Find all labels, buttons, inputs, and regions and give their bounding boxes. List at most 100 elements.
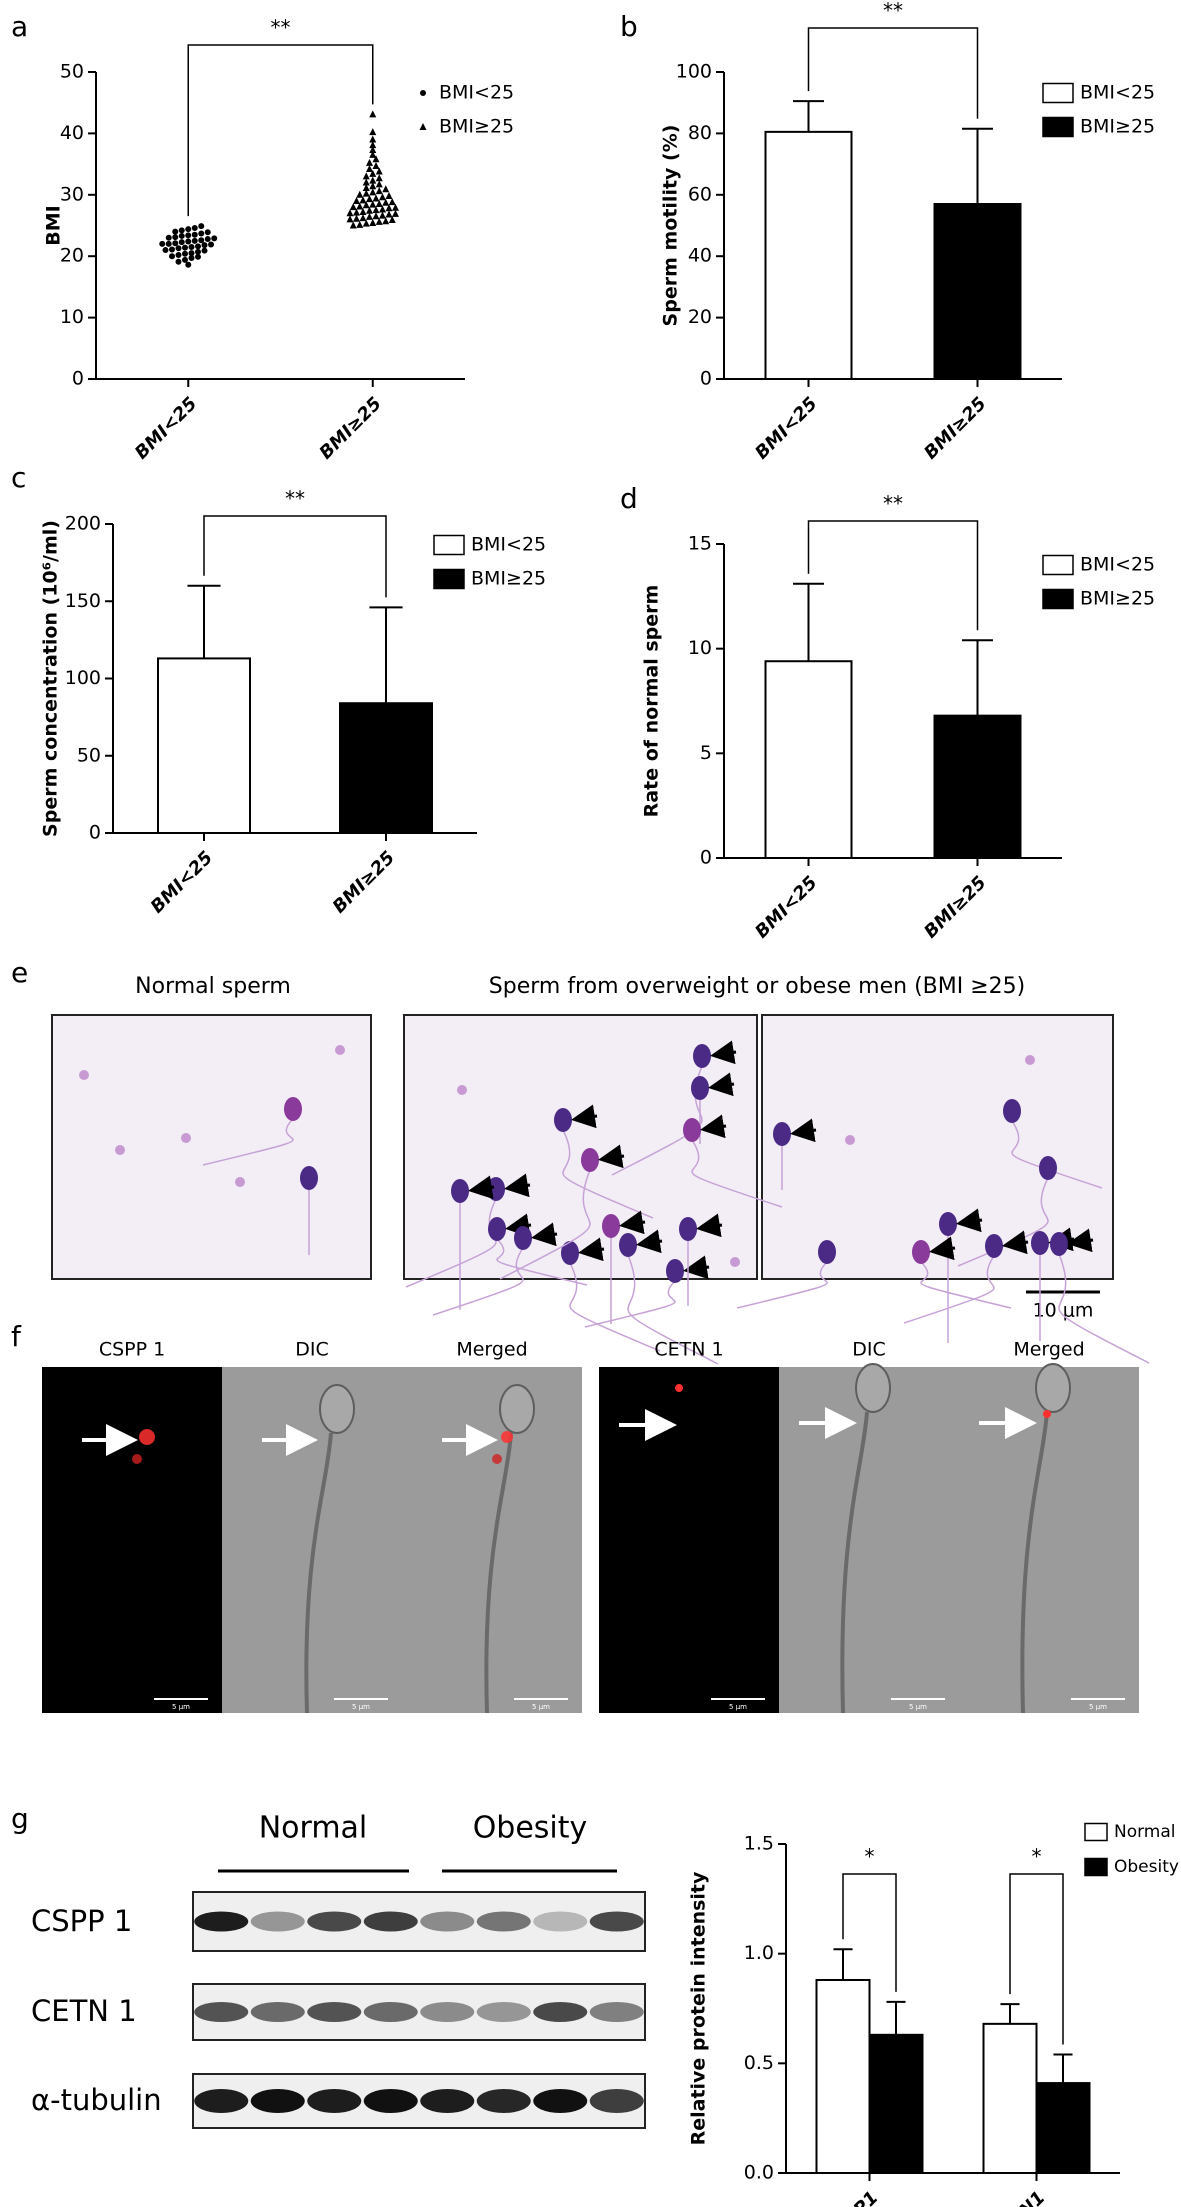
x-tick-label: BMI≥25 bbox=[315, 393, 385, 463]
data-point bbox=[175, 258, 182, 265]
data-point bbox=[369, 128, 377, 136]
data-point bbox=[172, 234, 179, 241]
x-tick-label: BMI≥25 bbox=[920, 393, 990, 463]
sperm-head bbox=[554, 1108, 572, 1132]
data-point bbox=[375, 167, 383, 175]
data-point bbox=[191, 237, 198, 244]
debris bbox=[457, 1085, 467, 1095]
data-point bbox=[388, 198, 396, 206]
sperm-head bbox=[319, 1384, 355, 1434]
column-label: Merged bbox=[456, 1339, 527, 1361]
data-point bbox=[162, 247, 169, 254]
data-point bbox=[369, 219, 377, 227]
sperm-tail bbox=[1058, 1253, 1150, 1364]
data-point bbox=[385, 192, 393, 200]
sperm-tail bbox=[405, 1198, 497, 1288]
sperm-head bbox=[1050, 1232, 1068, 1256]
data-point bbox=[204, 236, 211, 243]
data-point bbox=[346, 215, 354, 223]
data-point bbox=[165, 240, 172, 247]
data-point bbox=[353, 196, 360, 204]
arrow bbox=[468, 1175, 495, 1200]
y-tick-label: 10 bbox=[60, 306, 84, 328]
sperm-head bbox=[561, 1241, 579, 1265]
x-tick-label: BMI<25 bbox=[751, 393, 821, 463]
fluorescence-panel bbox=[402, 1367, 582, 1713]
data-point bbox=[201, 247, 208, 254]
bar bbox=[157, 657, 251, 834]
sperm-tail bbox=[499, 1169, 591, 1280]
y-tick-label: 0 bbox=[700, 368, 712, 390]
y-tick-label: 50 bbox=[77, 744, 101, 766]
data-point bbox=[362, 172, 370, 180]
data-point bbox=[159, 240, 166, 247]
blot-band bbox=[307, 1911, 362, 1932]
data-point bbox=[366, 195, 373, 203]
blot-band bbox=[589, 1911, 644, 1932]
y-axis-label: Sperm motility (%) bbox=[660, 125, 682, 327]
y-tick-label: 1.5 bbox=[744, 1833, 774, 1855]
legend-label: BMI<25 bbox=[439, 82, 514, 104]
sperm-head bbox=[514, 1226, 532, 1250]
sperm-head bbox=[773, 1122, 791, 1146]
y-tick-label: 0 bbox=[89, 822, 101, 844]
data-point bbox=[375, 200, 383, 208]
sperm-head bbox=[602, 1214, 620, 1238]
data-point bbox=[182, 244, 188, 251]
data-point bbox=[195, 248, 201, 255]
data-point bbox=[178, 227, 185, 234]
significance-label: ** bbox=[883, 492, 903, 516]
y-tick-label: 40 bbox=[60, 122, 84, 144]
y-tick-label: 15 bbox=[688, 533, 712, 555]
sperm-head bbox=[499, 1384, 535, 1434]
significance-label: ** bbox=[285, 487, 305, 511]
x-tick-label: BMI≥25 bbox=[920, 872, 990, 942]
blot-row-label: CSPP 1 bbox=[31, 1904, 132, 1938]
significance-bracket bbox=[187, 44, 374, 217]
fluorescence-panel bbox=[779, 1367, 959, 1713]
x-tick-label: BMI<25 bbox=[751, 872, 821, 942]
sperm-head bbox=[912, 1240, 930, 1264]
micrograph-title: Normal sperm bbox=[135, 974, 291, 999]
legend-swatch bbox=[1042, 588, 1074, 610]
data-point bbox=[172, 240, 179, 247]
blot-row bbox=[192, 1891, 646, 1952]
data-point bbox=[379, 193, 386, 201]
data-point bbox=[191, 231, 198, 238]
data-point bbox=[359, 207, 367, 215]
data-point bbox=[379, 211, 386, 219]
data-point bbox=[201, 242, 208, 249]
panel-label: f bbox=[11, 1320, 22, 1353]
data-point bbox=[169, 246, 175, 253]
y-tick-label: 80 bbox=[688, 122, 712, 144]
arrow bbox=[598, 1144, 625, 1169]
blot-band bbox=[307, 2089, 362, 2113]
sperm-head bbox=[691, 1076, 709, 1100]
blot-band bbox=[363, 1911, 418, 1932]
sperm-tail bbox=[691, 1139, 783, 1208]
arrow bbox=[1067, 1228, 1094, 1253]
data-point bbox=[372, 194, 380, 202]
data-point bbox=[349, 221, 357, 229]
data-point bbox=[185, 261, 192, 268]
data-point bbox=[175, 251, 182, 258]
data-point bbox=[366, 165, 373, 173]
column-label: CSPP 1 bbox=[99, 1339, 165, 1361]
data-point bbox=[379, 205, 386, 213]
y-tick-label: 0.5 bbox=[744, 2052, 774, 2074]
y-tick-label: 30 bbox=[60, 183, 84, 205]
scale-bar-label: 5 μm bbox=[1089, 1703, 1107, 1711]
data-point bbox=[375, 174, 383, 182]
data-point bbox=[366, 158, 373, 166]
blot-band bbox=[476, 1911, 531, 1932]
x-tick-label: BMI≥25 bbox=[329, 847, 399, 917]
scale-bar-label: 5 μm bbox=[352, 1703, 370, 1711]
arrow bbox=[636, 1229, 663, 1254]
data-point bbox=[375, 217, 383, 225]
data-point bbox=[369, 182, 377, 190]
fluorescence-panel bbox=[222, 1367, 402, 1713]
blot-band bbox=[194, 1911, 249, 1932]
data-point bbox=[198, 237, 205, 244]
red-signal bbox=[139, 1429, 155, 1445]
